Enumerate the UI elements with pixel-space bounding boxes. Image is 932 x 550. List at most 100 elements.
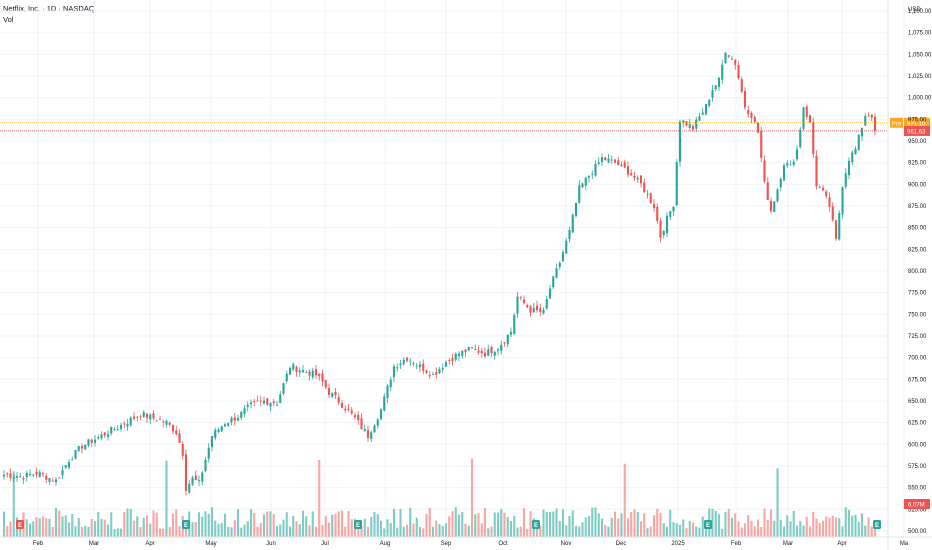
candle-body xyxy=(760,131,763,158)
volume-bar xyxy=(607,526,610,537)
volume-bar xyxy=(19,527,22,537)
candle-body xyxy=(100,434,103,439)
candle-body xyxy=(643,182,646,193)
earnings-marker[interactable] xyxy=(532,520,540,529)
volume-badge xyxy=(904,499,930,509)
volume-bar xyxy=(64,515,67,537)
price-tick-label: 550.00 xyxy=(908,486,927,492)
earnings-marker[interactable] xyxy=(182,520,190,529)
volume-bar xyxy=(526,528,529,537)
volume-bar xyxy=(633,509,636,537)
volume-bar xyxy=(691,522,695,537)
volume-bar xyxy=(246,521,249,537)
volume-bar xyxy=(626,518,630,537)
candle-body xyxy=(864,116,867,126)
earnings-marker[interactable] xyxy=(354,520,362,529)
candle-body xyxy=(58,477,61,479)
candle-body xyxy=(594,163,597,176)
candle-body xyxy=(253,401,256,402)
volume-bar xyxy=(412,523,415,537)
volume-bar xyxy=(165,460,168,537)
candle-body xyxy=(350,410,353,414)
volume-bar xyxy=(870,526,873,537)
candle-body xyxy=(620,164,623,166)
price-tick-label: 1,075.00 xyxy=(908,31,932,37)
candle-body xyxy=(288,367,292,375)
earnings-marker[interactable] xyxy=(16,520,24,529)
candle-body xyxy=(2,474,6,477)
candle-body xyxy=(838,213,841,240)
volume-bar xyxy=(831,515,834,537)
candle-body xyxy=(64,465,67,468)
candle-body xyxy=(123,423,126,425)
price-tick-label: 1,025.00 xyxy=(908,74,932,80)
candle-body xyxy=(555,268,558,278)
candle-body xyxy=(19,476,22,477)
price-tick-label: 850.00 xyxy=(908,226,927,232)
candle-body xyxy=(698,116,701,121)
candle-body xyxy=(873,116,877,131)
volume-bar xyxy=(841,526,844,537)
volume-bar xyxy=(360,526,363,537)
candle-body xyxy=(841,187,844,215)
volume-bar xyxy=(477,513,480,537)
volume-bar xyxy=(389,522,392,537)
candle-body xyxy=(675,162,678,206)
candle-body xyxy=(808,115,812,123)
candle-body xyxy=(184,454,188,491)
candle-body xyxy=(178,433,181,443)
volume-bar xyxy=(834,517,838,537)
candle-body xyxy=(337,397,340,403)
price-tick-label: 1,100.00 xyxy=(908,9,932,15)
candle-body xyxy=(727,55,730,57)
volume-bar xyxy=(636,511,639,537)
volume-bar xyxy=(857,521,860,537)
candle-body xyxy=(532,307,535,313)
volume-bar xyxy=(844,507,847,537)
volume-legend[interactable]: Vol xyxy=(3,15,14,24)
candle-body xyxy=(782,165,786,181)
candle-body xyxy=(132,416,136,419)
symbol-legend[interactable]: Netflix, Inc. · 1D · NASDAQ xyxy=(3,4,95,13)
earnings-marker-label: E xyxy=(875,523,879,529)
volume-bar xyxy=(490,526,493,537)
last-price-value: 961.63 xyxy=(907,129,926,135)
volume-bar xyxy=(162,528,165,537)
volume-bar xyxy=(802,525,805,537)
candle-body xyxy=(513,315,516,335)
volume-bar xyxy=(682,519,685,537)
volume-bar xyxy=(295,521,298,537)
volume-bar xyxy=(97,511,100,537)
volume-bar xyxy=(435,520,438,537)
volume-bar xyxy=(457,514,461,537)
volume-bar xyxy=(828,517,831,537)
volume-bar xyxy=(392,508,396,537)
volume-bar xyxy=(399,508,402,537)
candle-body xyxy=(181,443,184,456)
volume-bar xyxy=(363,518,366,537)
candle-body xyxy=(535,305,539,311)
volume-bar xyxy=(331,514,334,537)
candles xyxy=(2,51,877,496)
volume-bar xyxy=(77,518,80,537)
candle-body xyxy=(747,110,750,114)
candle-body xyxy=(84,444,87,450)
time-tick-label: Oct xyxy=(498,541,508,547)
volume-bar xyxy=(230,527,233,537)
volume-bar xyxy=(214,520,217,537)
volume-bar xyxy=(698,527,701,537)
earnings-marker[interactable] xyxy=(704,520,712,529)
candle-body xyxy=(799,129,802,147)
candle-body xyxy=(139,416,142,418)
candle-body xyxy=(776,189,779,202)
earnings-marker[interactable] xyxy=(873,520,881,529)
volume-bar xyxy=(129,509,132,537)
candle-body xyxy=(327,388,331,395)
candle-body xyxy=(243,408,246,414)
candle-body xyxy=(285,373,288,382)
candle-body xyxy=(825,191,828,197)
volume-bar xyxy=(376,514,379,537)
candle-body xyxy=(847,160,851,176)
candle-body xyxy=(129,417,132,426)
